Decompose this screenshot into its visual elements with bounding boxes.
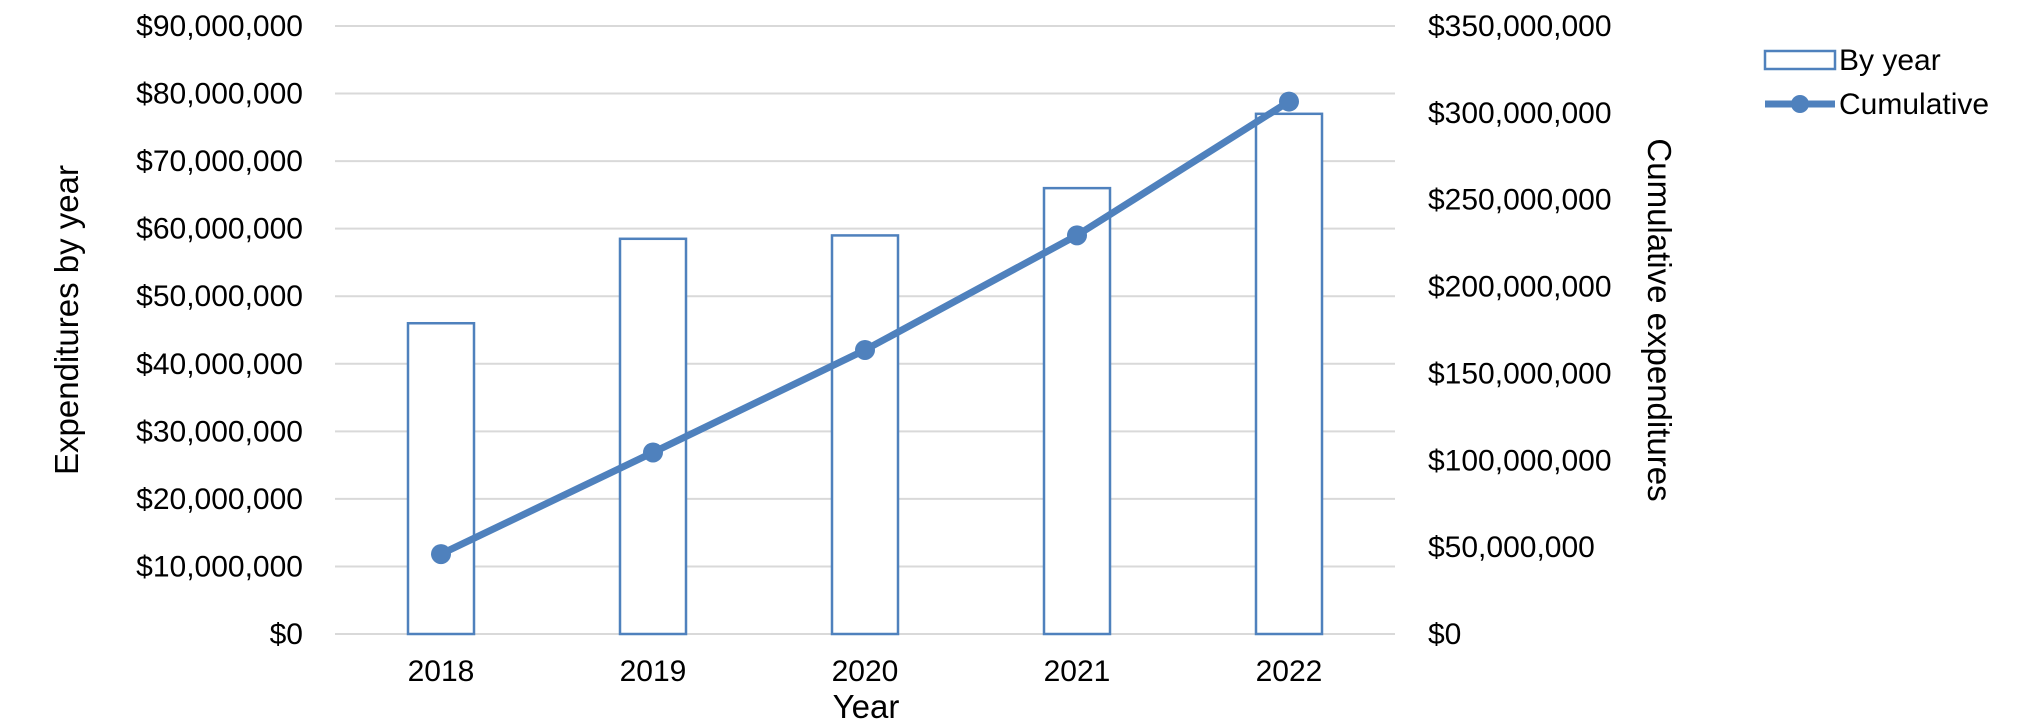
x-axis-title: Year — [833, 688, 900, 725]
legend-label-by-year: By year — [1839, 44, 1941, 77]
y-tick-label: $50,000,000 — [136, 280, 303, 313]
x-tick-label: 2020 — [832, 655, 899, 688]
bar — [1042, 186, 1112, 636]
bar — [830, 234, 900, 636]
x-axis-ticks: 2018 2019 2020 2021 2022 — [408, 655, 1323, 688]
x-tick-label: 2019 — [620, 655, 687, 688]
bar — [618, 237, 688, 636]
y-axis-left-ticks: $0 $10,000,000 $20,000,000 $30,000,000 $40,0… — [136, 10, 303, 651]
x-tick-label: 2018 — [408, 655, 475, 688]
y-tick-label: $30,000,000 — [136, 415, 303, 448]
bar — [1254, 112, 1324, 636]
line-point — [431, 544, 451, 565]
line-point — [1067, 225, 1087, 246]
line-point — [855, 339, 875, 360]
line-point — [643, 442, 663, 463]
bar-series — [406, 112, 1324, 636]
y-tick-label: $70,000,000 — [136, 145, 303, 178]
legend-swatch-by-year — [1763, 49, 1837, 71]
y2-tick-label: $200,000,000 — [1428, 271, 1612, 304]
y2-tick-label: $350,000,000 — [1428, 10, 1612, 43]
y2-tick-label: $250,000,000 — [1428, 184, 1612, 217]
y2-tick-label: $150,000,000 — [1428, 357, 1612, 390]
y-tick-label: $10,000,000 — [136, 550, 303, 583]
x-tick-label: 2022 — [1256, 655, 1323, 688]
line-series — [431, 91, 1299, 565]
line-point — [1279, 91, 1299, 112]
y-axis-right-ticks: $0 $50,000,000 $100,000,000 $150,000,000 $20… — [1428, 10, 1612, 651]
y2-tick-label: $100,000,000 — [1428, 444, 1612, 477]
y-axis-right-title: Cumulative expenditures — [1641, 138, 1678, 501]
y2-tick-label: $50,000,000 — [1428, 531, 1595, 564]
y-tick-label: $60,000,000 — [136, 213, 303, 246]
y-tick-label: $0 — [270, 618, 303, 651]
y2-tick-label: $300,000,000 — [1428, 97, 1612, 130]
y-tick-label: $40,000,000 — [136, 348, 303, 381]
bar — [406, 321, 476, 636]
legend-label-cumulative: Cumulative — [1839, 88, 1989, 121]
y-tick-label: $20,000,000 — [136, 483, 303, 516]
y-axis-left-title: Expenditures by year — [48, 165, 85, 475]
y2-tick-label: $0 — [1428, 618, 1461, 651]
legend: By year Cumulative — [1763, 44, 1989, 121]
y-tick-label: $90,000,000 — [136, 10, 303, 43]
x-tick-label: 2021 — [1044, 655, 1111, 688]
y-tick-label: $80,000,000 — [136, 78, 303, 111]
legend-swatch-cumulative-marker — [1791, 95, 1809, 113]
